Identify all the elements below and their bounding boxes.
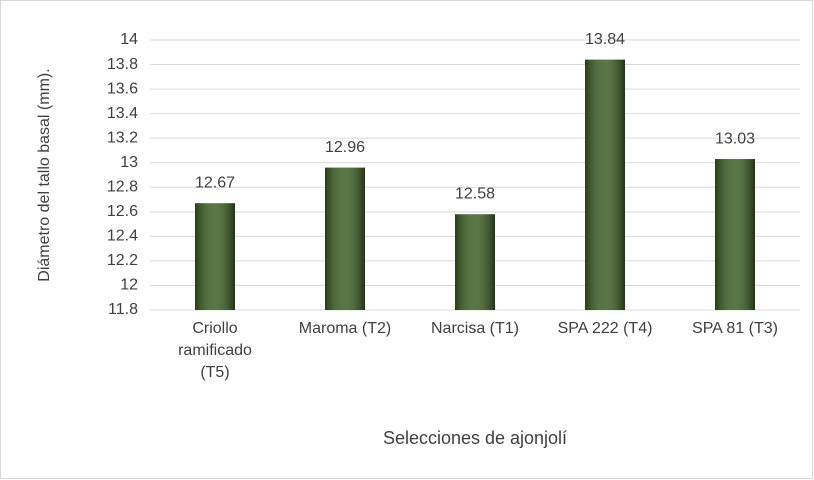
value-label: 12.67 [195, 174, 235, 191]
y-tick-label: 13.6 [107, 80, 138, 97]
x-tick-label: Narcisa (T1) [430, 320, 519, 337]
bar-shade [585, 59, 625, 310]
y-tick-label: 12.2 [107, 252, 138, 269]
x-tick-label: SPA 222 (T4) [557, 320, 653, 337]
y-tick-label: 12.6 [107, 203, 138, 220]
y-tick-label: 11.8 [108, 301, 138, 318]
bar-shade [325, 167, 365, 310]
y-tick-label: 12 [120, 277, 138, 294]
value-label: 12.96 [325, 139, 365, 156]
x-tick-label: Maroma (T2) [298, 320, 392, 337]
y-tick-label: 12.8 [107, 178, 138, 195]
value-label: 13.84 [585, 31, 625, 48]
bar-shade [715, 159, 755, 310]
y-axis-label: Diámetro del tallo basal (mm). [36, 68, 53, 281]
y-tick-label: 13.8 [107, 56, 138, 73]
y-tick-label: 13.2 [107, 129, 138, 146]
y-tick-label: 13.4 [107, 105, 138, 122]
y-tick-label: 12.4 [107, 228, 138, 245]
x-axis-label: Selecciones de ajonjolí [383, 428, 567, 448]
y-tick-label: 14 [120, 31, 138, 48]
y-tick-label: 13 [120, 154, 138, 171]
x-tick-label: SPA 81 (T3) [692, 320, 778, 337]
value-label: 12.58 [455, 185, 495, 202]
bar-shade [195, 203, 235, 310]
value-label: 13.03 [715, 130, 755, 147]
x-tick-label: Criollo ramificado (T5) [178, 320, 252, 381]
bar-shade [455, 214, 495, 310]
